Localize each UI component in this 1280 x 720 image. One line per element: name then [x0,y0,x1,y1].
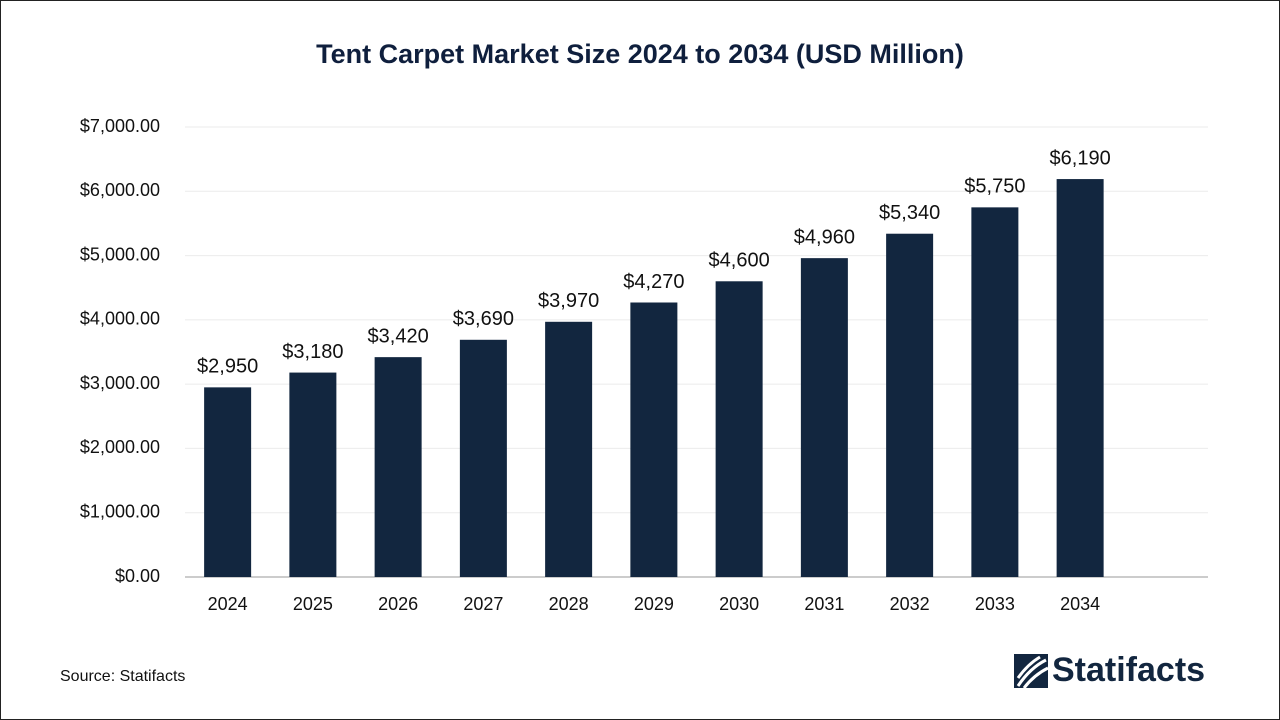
x-tick-label: 2025 [293,594,333,614]
bar [545,321,593,577]
bar [715,281,763,577]
y-tick-label: $2,000.00 [80,437,160,457]
y-tick-label: $7,000.00 [80,116,160,136]
x-tick-label: 2034 [1060,594,1100,614]
bar [459,339,507,577]
value-label: $3,690 [453,308,514,330]
source: Source: Statifacts [60,668,185,685]
value-label: $3,180 [282,341,343,363]
x-tick-label: 2033 [975,594,1015,614]
x-tick-label: 2030 [719,594,759,614]
x-tick-label: 2031 [804,594,844,614]
x-tick-label: 2029 [634,594,674,614]
x-tick-label: 2024 [208,594,248,614]
x-tick-label: 2028 [549,594,589,614]
bar [289,372,337,577]
y-tick-label: $6,000.00 [80,180,160,200]
value-label: $3,970 [538,290,599,312]
y-tick-label: $1,000.00 [80,501,160,521]
value-label: $4,960 [794,226,855,248]
value-label: $4,270 [623,271,684,293]
logo-icon [1014,654,1049,689]
y-tick-label: $3,000.00 [80,373,160,393]
value-label: $5,340 [879,202,940,224]
x-tick-label: 2026 [378,594,418,614]
bar [971,207,1019,577]
y-tick-label: $0.00 [115,566,160,586]
value-label: $4,600 [709,250,770,272]
bar [204,387,252,577]
y-tick-label: $4,000.00 [80,309,160,329]
y-tick-label: $5,000.00 [80,244,160,264]
bar [374,357,422,577]
x-tick-label: 2027 [463,594,503,614]
x-tick-label: 2032 [890,594,930,614]
chart-title: Tent Carpet Market Size 2024 to 2034 (US… [316,39,964,69]
bar [886,233,934,577]
value-label: $5,750 [964,176,1025,198]
bar [1056,179,1104,578]
value-label: $2,950 [197,356,258,378]
value-label: $6,190 [1050,147,1111,169]
bar [800,258,848,577]
logo-text: Statifacts [1052,651,1205,689]
bar [630,302,678,577]
value-label: $3,420 [368,325,429,347]
